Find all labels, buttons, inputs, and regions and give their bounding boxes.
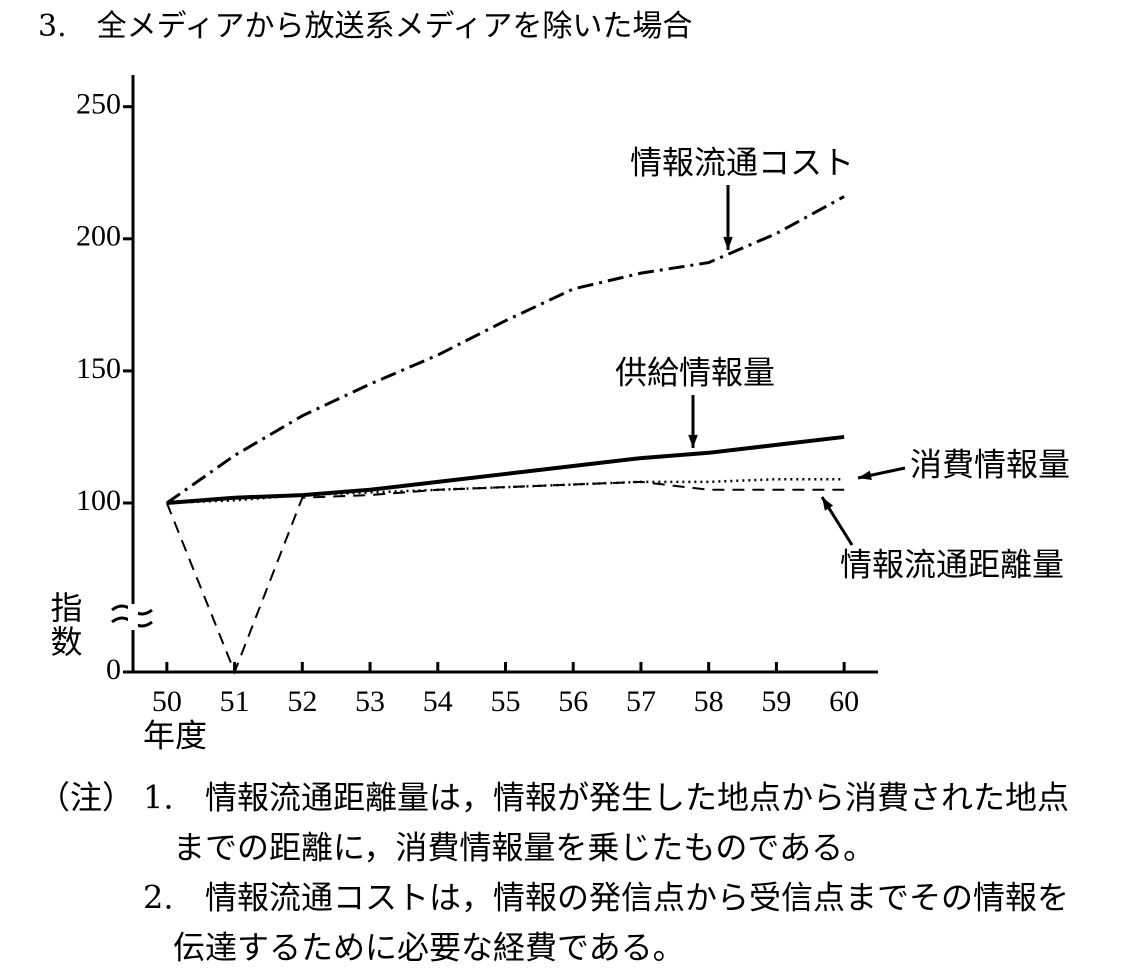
series-line — [166, 477, 845, 505]
series-label: 情報流通コスト — [630, 144, 854, 182]
x-tick-label: 50 — [152, 685, 182, 718]
axis-gap — [128, 604, 138, 630]
x-tick-label: 54 — [423, 685, 453, 718]
notes-label: （注） — [38, 779, 134, 817]
x-tick-label: 58 — [694, 685, 724, 718]
arrow-head — [822, 497, 834, 511]
y-tick-label: 100 — [76, 484, 121, 517]
x-tick-label: 55 — [491, 685, 521, 718]
note-text: 伝達するために必要な経費である。 — [173, 929, 685, 967]
x-axis-label: 年度 — [143, 717, 207, 755]
note-text: 情報流通コストは，情報の発信点から受信点までその情報を — [205, 879, 1069, 917]
x-tick-label: 53 — [355, 685, 385, 718]
series-label: 消費情報量 — [910, 446, 1070, 484]
x-tick-label: 51 — [220, 685, 250, 718]
x-tick-label: 59 — [761, 685, 791, 718]
x-tick-label: 56 — [558, 685, 588, 718]
note-text: までの距離に，消費情報量を乗じたものである。 — [173, 829, 875, 867]
note-text: 情報流通距離量は，情報が発生した地点から消費された地点 — [205, 779, 1069, 817]
y-axis-label: 指数 — [46, 591, 84, 659]
x-tick-label: 52 — [287, 685, 317, 718]
y-tick-label: 0 — [106, 653, 121, 686]
series-label: 情報流通距離量 — [840, 546, 1064, 584]
arrow-head — [858, 470, 872, 480]
chart-title: 3. 全メディアから放送系メディアを除いた場合 — [38, 9, 692, 44]
x-tick-label: 57 — [626, 685, 656, 718]
x-tick-label: 60 — [829, 685, 859, 718]
arrow-head — [723, 236, 733, 250]
series-line — [166, 195, 845, 505]
note-number: 1. — [143, 779, 174, 817]
series-line — [166, 434, 845, 505]
y-tick-label: 250 — [76, 88, 121, 121]
series-line — [165, 480, 845, 675]
y-tick-label: 150 — [76, 352, 121, 385]
y-tick-label: 200 — [76, 220, 121, 253]
series-label: 供給情報量 — [615, 354, 775, 392]
note-number: 2. — [143, 879, 174, 917]
arrow-head — [688, 434, 698, 448]
